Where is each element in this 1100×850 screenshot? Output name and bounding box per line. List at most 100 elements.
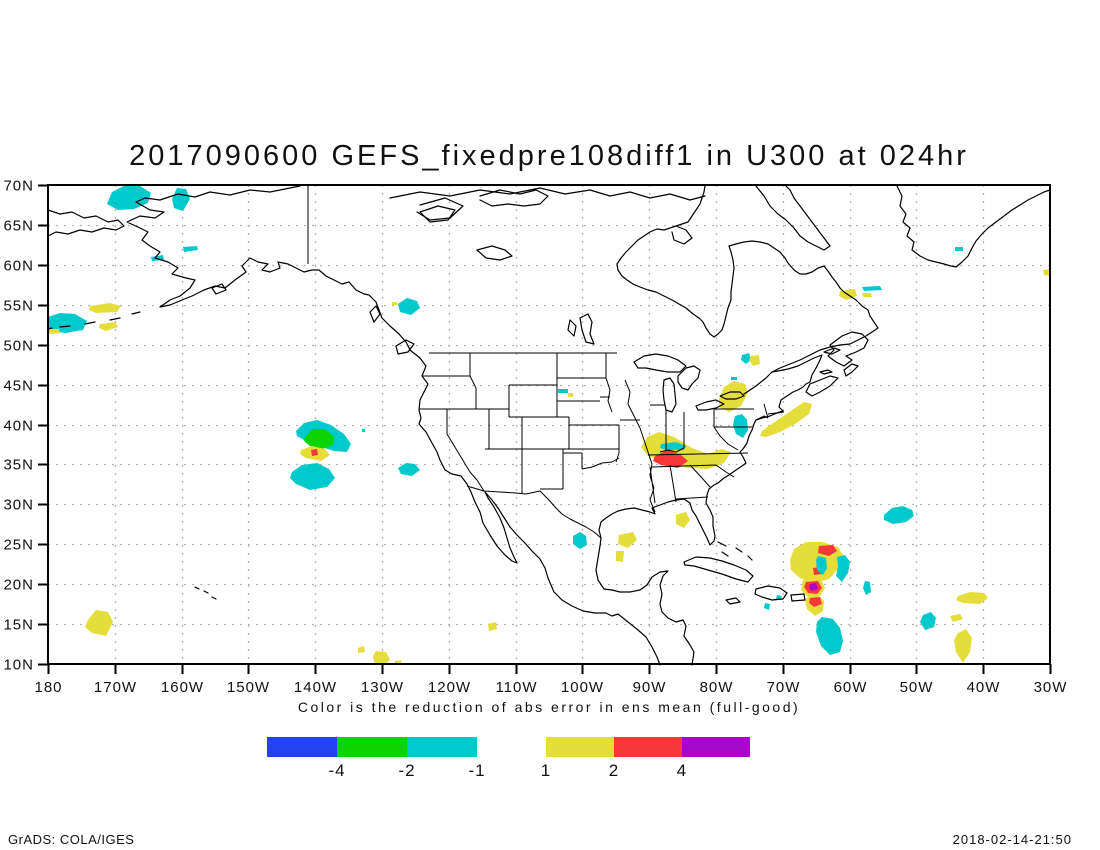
plot-title: 2017090600 GEFS_fixedpre108diff1 in U300… [129, 140, 969, 172]
coastline-pacific-islands [47, 283, 415, 600]
lon-label: 40W [967, 679, 1001, 696]
anomaly-cyan [573, 532, 587, 549]
lon-label: 180 [34, 679, 62, 696]
anomaly-yellow [950, 614, 963, 622]
colorbar-segment-purple [682, 737, 750, 757]
lon-label: 160W [161, 679, 204, 696]
grid-layer: 70N65N60N55N50N45N40N35N30N25N20N15N10N1… [3, 178, 1068, 697]
colorbar-segment-blue [267, 737, 337, 757]
anomaly-red [809, 597, 822, 607]
colorbar-caption: Color is the reduction of abs error in e… [297, 699, 801, 715]
lon-label: 70W [767, 679, 801, 696]
coastline-baffin [755, 185, 831, 251]
colorbar-segment-green [337, 737, 407, 757]
coastline-east [595, 185, 879, 666]
anomaly-yellow [954, 629, 972, 663]
grads-credit: GrADS: COLA/IGES [8, 832, 135, 847]
anomaly-yellow [1043, 269, 1050, 276]
anomaly-cyan [731, 377, 737, 380]
anomaly-yellow [48, 329, 60, 334]
lat-label: 40N [3, 418, 34, 435]
anomaly-cyan [733, 414, 748, 438]
lon-label: 100W [561, 679, 604, 696]
anomaly-yellow [85, 610, 113, 636]
anomaly-regions [48, 186, 1050, 665]
anomaly-cyan [398, 298, 420, 315]
anomaly-cyan [183, 246, 198, 252]
lat-label: 65N [3, 218, 34, 235]
lon-label: 130W [361, 679, 404, 696]
anomaly-yellow [719, 381, 748, 412]
anomaly-cyan [48, 313, 87, 333]
anomaly-yellow [676, 512, 690, 528]
anomaly-green [304, 429, 334, 449]
anomaly-yellow [99, 322, 118, 331]
anomaly-cyan [862, 286, 882, 291]
colorbar-label: 1 [540, 761, 552, 780]
lat-label: 45N [3, 378, 34, 395]
anomaly-cyan [816, 617, 843, 655]
lon-label: 30W [1034, 679, 1068, 696]
anomaly-red [818, 545, 837, 556]
anomaly-yellow [749, 355, 760, 366]
anomaly-red [311, 449, 318, 456]
anomaly-cyan [764, 603, 770, 610]
lon-label: 150W [227, 679, 270, 696]
colorbar-positive [546, 737, 750, 757]
anomaly-yellow [616, 551, 624, 562]
lat-label: 60N [3, 258, 34, 275]
anomaly-yellow [358, 646, 365, 653]
lat-label: 20N [3, 577, 34, 594]
anomaly-yellow [618, 532, 637, 548]
lon-label: 50W [900, 679, 934, 696]
anomaly-yellow [862, 293, 872, 297]
colorbar-label: 4 [676, 761, 688, 780]
coastlines [47, 185, 1051, 666]
lon-label: 140W [294, 679, 337, 696]
colorbar-segment-red [614, 737, 682, 757]
lon-label: 60W [834, 679, 868, 696]
map-frame [47, 184, 1051, 665]
lon-label: 110W [495, 679, 537, 696]
anomaly-yellow [89, 303, 121, 313]
lon-label: 120W [428, 679, 471, 696]
lat-label: 25N [3, 537, 34, 554]
anomaly-yellow [568, 393, 573, 397]
lat-label: 30N [3, 497, 34, 514]
coastline-caribbean [683, 541, 806, 605]
anomaly-cyan [558, 389, 568, 393]
lat-label: 10N [3, 657, 34, 674]
colorbar-label: -2 [398, 761, 416, 780]
coastline-atlantic-islands [805, 331, 869, 397]
anomaly-cyan [816, 556, 827, 575]
anomaly-yellow [373, 651, 390, 665]
anomaly-cyan [398, 463, 420, 476]
anomaly-cyan [362, 429, 365, 432]
anomaly-yellow [641, 432, 731, 469]
lat-label: 35N [3, 457, 34, 474]
coastline-siberia [47, 209, 125, 237]
anomaly-purple [809, 583, 818, 591]
anomaly-cyan [290, 463, 335, 490]
anomaly-yellow [488, 622, 497, 631]
coastline-alaska-west [126, 185, 661, 666]
lakes [419, 205, 773, 413]
lon-label: 80W [700, 679, 734, 696]
anomaly-cyan [172, 188, 190, 211]
anomaly-yellow [956, 592, 988, 604]
anomaly-cyan [863, 581, 871, 595]
lon-label: 90W [633, 679, 667, 696]
lat-label: 70N [3, 178, 34, 195]
anomaly-cyan [920, 612, 936, 630]
colorbar-label: 2 [608, 761, 620, 780]
colorbar-label: -1 [468, 761, 486, 780]
colorbar-label: -4 [328, 761, 346, 780]
lon-label: 170W [94, 679, 137, 696]
state-borders [307, 186, 785, 539]
lat-label: 15N [3, 617, 34, 634]
anomaly-yellow [760, 402, 812, 437]
lat-label: 55N [3, 298, 34, 315]
lat-label: 50N [3, 338, 34, 355]
anomaly-cyan [884, 506, 914, 524]
